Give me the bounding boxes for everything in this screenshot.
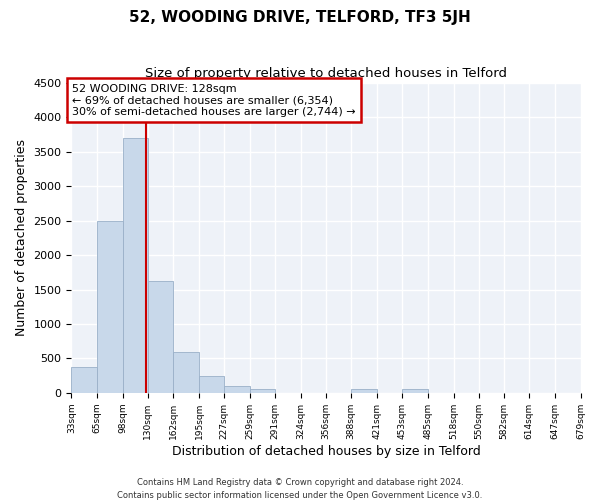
Y-axis label: Number of detached properties: Number of detached properties [15, 140, 28, 336]
Bar [250, 388, 275, 393]
Bar [351, 389, 377, 393]
Bar [97, 220, 122, 393]
Bar [173, 352, 199, 393]
Bar [403, 389, 428, 393]
Text: 52 WOODING DRIVE: 128sqm
← 69% of detached houses are smaller (6,354)
30% of sem: 52 WOODING DRIVE: 128sqm ← 69% of detach… [72, 84, 356, 117]
Bar [199, 376, 224, 393]
Title: Size of property relative to detached houses in Telford: Size of property relative to detached ho… [145, 68, 507, 80]
Bar [71, 366, 97, 393]
Bar [224, 386, 250, 393]
Text: Contains HM Land Registry data © Crown copyright and database right 2024.
Contai: Contains HM Land Registry data © Crown c… [118, 478, 482, 500]
Bar [148, 282, 173, 393]
Text: 52, WOODING DRIVE, TELFORD, TF3 5JH: 52, WOODING DRIVE, TELFORD, TF3 5JH [129, 10, 471, 25]
Bar [122, 138, 148, 393]
X-axis label: Distribution of detached houses by size in Telford: Distribution of detached houses by size … [172, 444, 481, 458]
